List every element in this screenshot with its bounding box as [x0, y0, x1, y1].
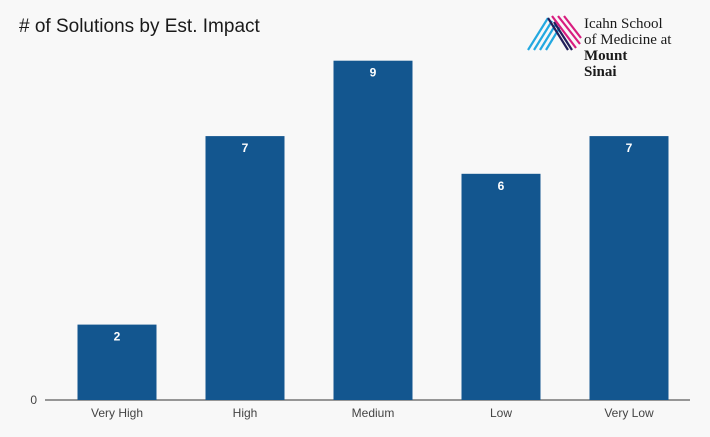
y-tick-label: 0 [30, 393, 37, 407]
bar-very-low [589, 136, 669, 400]
bar-very-high [77, 324, 157, 400]
bar-data-label: 2 [114, 330, 121, 344]
logo-text-line-1: Icahn School [584, 16, 663, 32]
x-tick-label: High [233, 406, 258, 420]
bar-low [461, 173, 541, 400]
mount-sinai-logo: Icahn School of Medicine at Mount Sinai [526, 14, 701, 84]
bar-data-label: 7 [242, 141, 249, 155]
x-tick-label: Very High [91, 406, 143, 420]
x-tick-label: Low [490, 406, 512, 420]
x-tick-label: Very Low [604, 406, 654, 420]
logo-text-line-4: Sinai [584, 64, 617, 80]
bar-data-label: 6 [498, 179, 505, 193]
logo-text-line-3: Mount [584, 48, 628, 64]
bar-medium [333, 60, 413, 400]
mount-sinai-logo-mark [527, 15, 582, 51]
bar-high [205, 136, 285, 400]
x-tick-label: Medium [352, 406, 395, 420]
bar-data-label: 9 [370, 66, 377, 80]
chart-title: # of Solutions by Est. Impact [19, 16, 260, 37]
bar-data-label: 7 [626, 141, 633, 155]
logo-text-line-2: of Medicine at [584, 32, 672, 48]
